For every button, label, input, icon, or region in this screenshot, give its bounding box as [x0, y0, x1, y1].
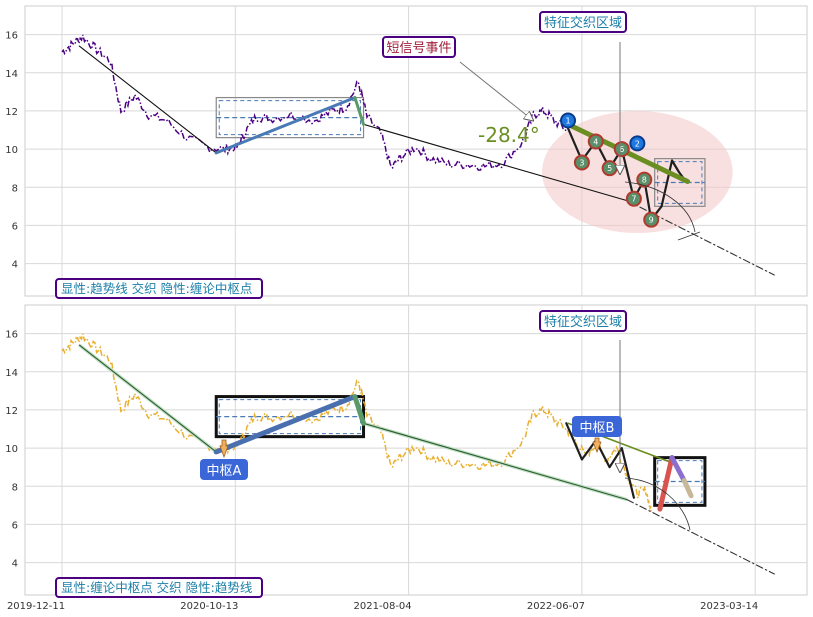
y-tick-label: 12	[5, 406, 18, 417]
feature-zone-box-bottom	[539, 310, 627, 332]
marker-circle	[560, 112, 577, 129]
bottom-grid	[25, 305, 807, 595]
marker-label: 1	[565, 116, 570, 125]
marker-label: 8	[642, 176, 647, 185]
trend-line	[626, 200, 775, 276]
y-tick-label: 16	[5, 330, 18, 341]
marker-circle	[636, 171, 653, 188]
bottom-series	[61, 333, 652, 514]
y-tick-label: 14	[5, 368, 18, 379]
marker-label: 6	[619, 145, 624, 154]
marker-circle	[629, 135, 646, 152]
legend-bottom-text: 显性:缠论中枢点 交织 隐性:趋势线	[61, 580, 253, 595]
marker-circle	[625, 190, 642, 207]
y-tick-label: 6	[12, 221, 18, 232]
bi-stroke	[213, 394, 358, 455]
y-tick-label: 6	[12, 520, 18, 531]
y-tick-label: 10	[5, 444, 18, 455]
short-signal-label: 短信号事件	[386, 41, 451, 56]
pivot-b-box	[572, 416, 622, 437]
bi-stroke	[657, 455, 675, 512]
bi-stroke	[353, 96, 365, 126]
trend-line	[362, 422, 628, 501]
marker-circle	[587, 133, 604, 150]
legend-bottom-box	[55, 577, 263, 598]
pivot-a-box	[200, 459, 248, 480]
pivot-inner-box	[218, 399, 362, 435]
marker-label: 5	[607, 164, 612, 173]
feature-zone-annotation-top: 特征交织区域	[539, 11, 627, 170]
marker-label: 9	[649, 216, 654, 225]
bi-stroke	[214, 96, 357, 155]
top-series	[61, 34, 567, 171]
bottom-trend-lines	[78, 343, 775, 575]
short-signal-arrow	[459, 61, 530, 118]
x-tick-label: 2023-03-14	[700, 601, 758, 612]
x-tick-label: 2021-08-04	[354, 601, 412, 612]
pivot-a-annotation: 中枢A	[200, 439, 248, 480]
x-tick-label: 2022-06-07	[527, 601, 585, 612]
pivot-a-label: 中枢A	[207, 464, 242, 479]
marker-label: 4	[593, 137, 598, 146]
y-tick-label: 16	[5, 31, 18, 42]
y-tick-label: 4	[12, 559, 18, 570]
marker-circle	[643, 211, 660, 228]
x-tick-label: 2019-12-11	[7, 601, 65, 612]
trend-line	[626, 499, 775, 575]
bottom-panel: 4 6 8 10 12 14 16 特征交织区域 中枢A 中枢B 显性:缠论中枢点 交织 隐…	[5, 304, 808, 598]
bi-stroke	[565, 422, 636, 499]
trend-line	[78, 344, 217, 453]
legend-top-box	[55, 278, 263, 299]
pivot-b-label: 中枢B	[580, 421, 615, 436]
marker-circle	[573, 154, 590, 171]
legend-top-text: 显性:趋势线 交织 隐性:缠论中枢点	[61, 281, 252, 296]
pivot-b-annotation: 中枢B	[572, 416, 622, 454]
bi-stroke	[681, 478, 694, 499]
projection-curve-bottom	[624, 477, 691, 531]
bottom-panel-frame	[24, 304, 808, 596]
trend-line	[362, 123, 628, 202]
feature-zone-label-bottom: 特征交织区域	[544, 314, 622, 330]
bi-stroke	[669, 455, 687, 483]
feature-zone-box-top	[539, 11, 627, 33]
bottom-y-tick-labels: 4 6 8 10 12 14 16	[5, 330, 18, 570]
pivot-a-arrow	[219, 439, 229, 459]
short-signal-annotation: 短信号事件	[382, 36, 530, 118]
projection-tick-top	[677, 231, 701, 241]
y-tick-label: 8	[12, 183, 18, 194]
signal-zone-ellipse	[542, 110, 733, 234]
projection-curve-top	[624, 181, 696, 233]
y-tick-label: 14	[5, 69, 18, 80]
marker-label: 7	[631, 195, 636, 204]
pivot-b-arrow	[592, 437, 602, 454]
bottom-zones	[214, 395, 707, 507]
x-axis-tick-labels: 2019-12-11 2020-10-13 2021-08-04 2022-06-07…	[7, 601, 758, 612]
price-series	[61, 34, 567, 171]
feature-zone-annotation-bottom: 特征交织区域	[539, 310, 627, 468]
legend-top: 显性:趋势线 交织 隐性:缠论中枢点	[55, 278, 263, 299]
y-tick-label: 10	[5, 145, 18, 156]
short-signal-box	[382, 36, 456, 58]
legend-bottom: 显性:缠论中枢点 交织 隐性:趋势线	[55, 577, 263, 598]
top-y-tick-labels: 4 6 8 10 12 14 16	[5, 31, 18, 271]
pivot-inner-box	[657, 460, 703, 503]
pivot-inner-box	[218, 100, 362, 136]
y-tick-label: 12	[5, 107, 18, 118]
x-tick-label: 2020-10-13	[180, 601, 238, 612]
marker-label: 2	[635, 139, 640, 148]
marker-circle	[613, 141, 630, 158]
y-tick-label: 4	[12, 260, 18, 271]
trend-line	[78, 45, 217, 154]
y-tick-label: 8	[12, 482, 18, 493]
angle-label: -28.4°	[478, 123, 540, 147]
feature-zone-label-top: 特征交织区域	[544, 15, 622, 31]
price-series	[61, 333, 652, 514]
pivot-inner-box	[657, 161, 703, 204]
marker-label: 3	[579, 158, 584, 167]
bi-stroke	[352, 394, 366, 426]
